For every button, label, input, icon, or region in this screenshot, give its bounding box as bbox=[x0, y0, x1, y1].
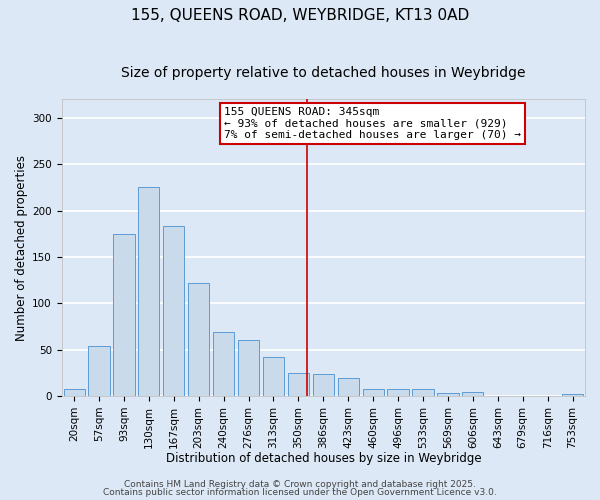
Bar bbox=[437, 393, 458, 396]
X-axis label: Distribution of detached houses by size in Weybridge: Distribution of detached houses by size … bbox=[166, 452, 481, 465]
Bar bbox=[412, 390, 434, 396]
Y-axis label: Number of detached properties: Number of detached properties bbox=[15, 154, 28, 340]
Bar bbox=[338, 378, 359, 396]
Bar bbox=[263, 357, 284, 396]
Text: Contains HM Land Registry data © Crown copyright and database right 2025.: Contains HM Land Registry data © Crown c… bbox=[124, 480, 476, 489]
Bar bbox=[213, 332, 234, 396]
Bar bbox=[313, 374, 334, 396]
Bar bbox=[238, 340, 259, 396]
Bar bbox=[88, 346, 110, 396]
Bar bbox=[388, 388, 409, 396]
Text: Contains public sector information licensed under the Open Government Licence v3: Contains public sector information licen… bbox=[103, 488, 497, 497]
Bar bbox=[138, 188, 160, 396]
Bar bbox=[163, 226, 184, 396]
Bar bbox=[562, 394, 583, 396]
Bar bbox=[288, 373, 309, 396]
Title: Size of property relative to detached houses in Weybridge: Size of property relative to detached ho… bbox=[121, 66, 526, 80]
Bar bbox=[64, 390, 85, 396]
Text: 155 QUEENS ROAD: 345sqm
← 93% of detached houses are smaller (929)
7% of semi-de: 155 QUEENS ROAD: 345sqm ← 93% of detache… bbox=[224, 106, 521, 140]
Bar bbox=[188, 283, 209, 396]
Bar bbox=[462, 392, 484, 396]
Text: 155, QUEENS ROAD, WEYBRIDGE, KT13 0AD: 155, QUEENS ROAD, WEYBRIDGE, KT13 0AD bbox=[131, 8, 469, 22]
Bar bbox=[362, 390, 384, 396]
Bar bbox=[113, 234, 134, 396]
